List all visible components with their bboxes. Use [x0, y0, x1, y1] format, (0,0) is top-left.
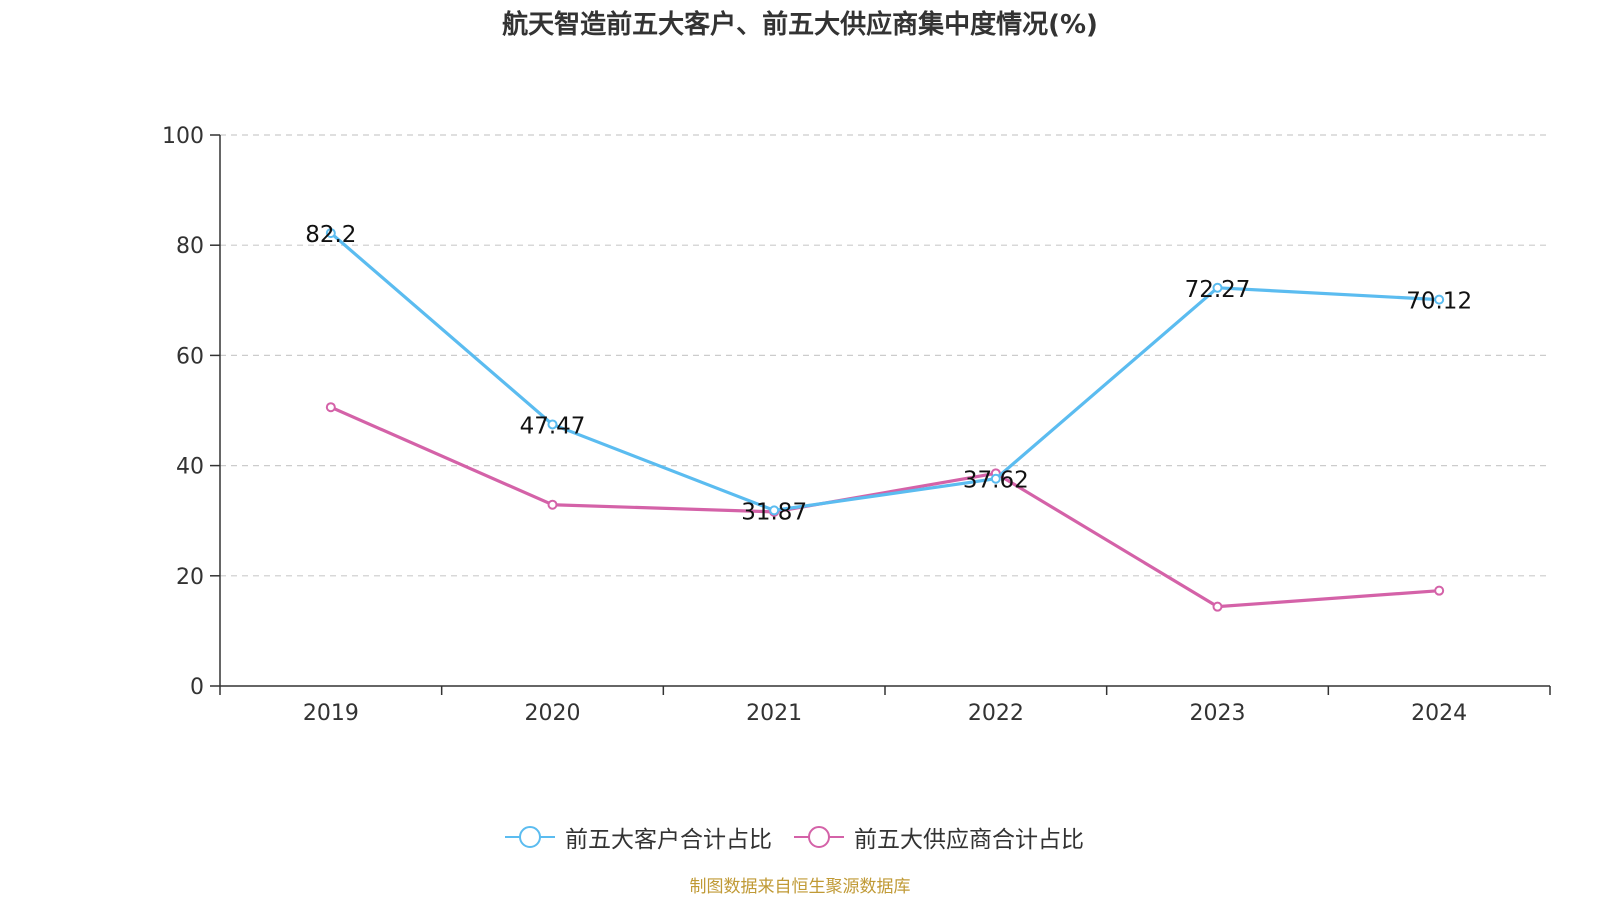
y-tick-label: 20: [176, 565, 204, 590]
series-line-customers: [329, 231, 1440, 512]
data-labels: 82.2 47.47 31.87 37.62 72.27 70.12: [305, 222, 1472, 525]
source-note: 制图数据来自恒生聚源数据库: [689, 877, 911, 897]
data-point-suppliers: [1434, 585, 1445, 596]
x-tick-label: 2020: [525, 701, 581, 726]
x-tick-label: 2021: [746, 701, 802, 726]
legend-label-customers: 前五大客户合计占比: [565, 827, 772, 853]
y-tick-label: 40: [176, 455, 204, 480]
data-point-suppliers: [1212, 601, 1223, 612]
data-label: 31.87: [741, 499, 807, 525]
data-point-customers: [1212, 282, 1223, 293]
data-label: 82.2: [305, 222, 356, 248]
chart-title: 航天智造前五大客户、前五大供应商集中度情况(%): [502, 10, 1098, 40]
data-point-suppliers: [325, 402, 336, 413]
legend-marker-customers: [505, 825, 555, 849]
legend-marker-suppliers: [794, 825, 844, 849]
x-tick-label: 2019: [303, 701, 359, 726]
x-tick-label: 2024: [1411, 701, 1467, 726]
data-label: 72.27: [1185, 277, 1251, 303]
series-line-suppliers: [330, 405, 1440, 609]
axes: 0 20 40 60 80 100 2019 2020 2021 2022 2023 2024: [162, 124, 1551, 726]
data-label: 70.12: [1406, 289, 1472, 315]
grid-lines: [220, 134, 1550, 577]
data-point-customers: [325, 228, 336, 239]
legend-label-suppliers: 前五大供应商合计占比: [854, 827, 1084, 853]
series: [325, 228, 1445, 612]
data-point-customers: [990, 473, 1001, 484]
x-tick-label: 2023: [1190, 701, 1246, 726]
y-tick-label: 60: [176, 344, 204, 369]
data-point-customers: [547, 419, 558, 430]
y-tick-label: 80: [176, 234, 204, 259]
data-point-customers: [1434, 294, 1445, 305]
data-point-customers: [769, 505, 780, 516]
data-label: 37.62: [963, 468, 1029, 494]
y-tick-label: 100: [162, 124, 204, 149]
x-tick-label: 2022: [968, 701, 1024, 726]
data-point-suppliers: [547, 499, 558, 510]
data-label: 47.47: [520, 413, 586, 439]
y-tick-label: 0: [190, 675, 204, 700]
legend[interactable]: 前五大客户合计占比 前五大供应商合计占比: [505, 820, 1084, 854]
